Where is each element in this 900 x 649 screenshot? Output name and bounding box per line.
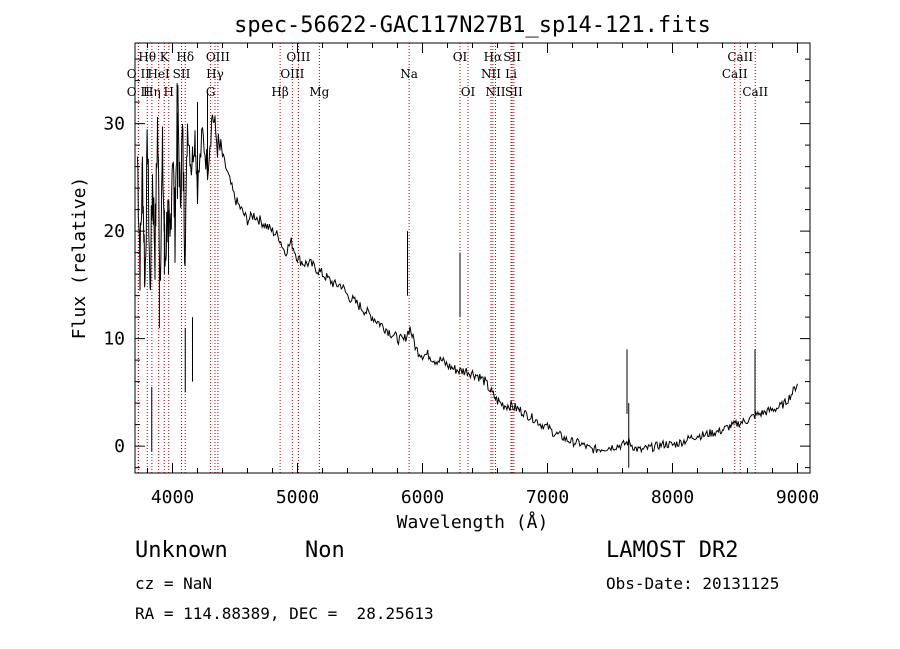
line-marker-label: SII bbox=[505, 85, 523, 99]
x-tick-label: 5000 bbox=[276, 487, 319, 508]
line-marker-label: OIII bbox=[206, 50, 230, 64]
subclass-label: Non bbox=[305, 538, 345, 563]
y-tick-label: 10 bbox=[103, 329, 125, 350]
y-axis-label: Flux (relative) bbox=[69, 177, 90, 340]
line-marker-label: OIII bbox=[280, 67, 304, 81]
line-marker-label: Hδ bbox=[176, 50, 194, 64]
line-marker-label: Hθ bbox=[138, 50, 156, 64]
line-marker-label: SII bbox=[503, 50, 521, 64]
line-marker-label: OIII bbox=[286, 50, 310, 64]
spectrum-line bbox=[137, 82, 798, 454]
line-marker-label: CaII bbox=[722, 67, 748, 81]
x-tick-label: 8000 bbox=[651, 487, 694, 508]
line-marker-label: Li bbox=[505, 67, 517, 81]
line-marker-label: HeI bbox=[147, 67, 170, 81]
line-marker-label: Hη bbox=[143, 85, 161, 99]
x-tick-label: 6000 bbox=[401, 487, 444, 508]
line-marker-label: OI bbox=[453, 50, 468, 64]
line-marker-label: SII bbox=[173, 67, 191, 81]
class-label: Unknown bbox=[135, 538, 228, 563]
line-marker-label: CaII bbox=[727, 50, 753, 64]
redshift-label: cz = NaN bbox=[135, 574, 213, 593]
line-marker-label: Mg bbox=[309, 85, 329, 99]
line-marker-label: G bbox=[206, 85, 216, 99]
y-tick-label: 20 bbox=[103, 221, 125, 242]
obs-date-label: Obs-Date: 20131125 bbox=[606, 574, 780, 593]
line-marker-label: H bbox=[164, 85, 174, 99]
line-marker-label: NII bbox=[481, 67, 501, 81]
x-tick-label: 9000 bbox=[776, 487, 819, 508]
line-marker-label: Hα bbox=[484, 50, 503, 64]
line-marker-label: O II bbox=[127, 67, 150, 81]
line-marker-label: Na bbox=[400, 67, 418, 81]
line-marker-label: CaII bbox=[742, 85, 768, 99]
line-marker-label: NII bbox=[486, 85, 506, 99]
y-tick-label: 0 bbox=[114, 436, 125, 457]
line-marker-label: K bbox=[160, 50, 170, 64]
survey-label: LAMOST DR2 bbox=[606, 538, 739, 563]
plot-frame bbox=[134, 42, 811, 474]
y-tick-label: 30 bbox=[103, 114, 125, 135]
x-tick-label: 7000 bbox=[526, 487, 569, 508]
coordinates-label: RA = 114.88389, DEC = 28.25613 bbox=[135, 604, 434, 623]
x-axis-label: Wavelength (Å) bbox=[397, 511, 549, 533]
line-marker-label: Hβ bbox=[271, 85, 288, 99]
x-tick-label: 4000 bbox=[151, 487, 194, 508]
chart-title: spec-56622-GAC117N27B1_sp14-121.fits bbox=[234, 13, 711, 38]
line-marker-label: OI bbox=[461, 85, 476, 99]
line-marker-label: Hγ bbox=[206, 67, 224, 81]
